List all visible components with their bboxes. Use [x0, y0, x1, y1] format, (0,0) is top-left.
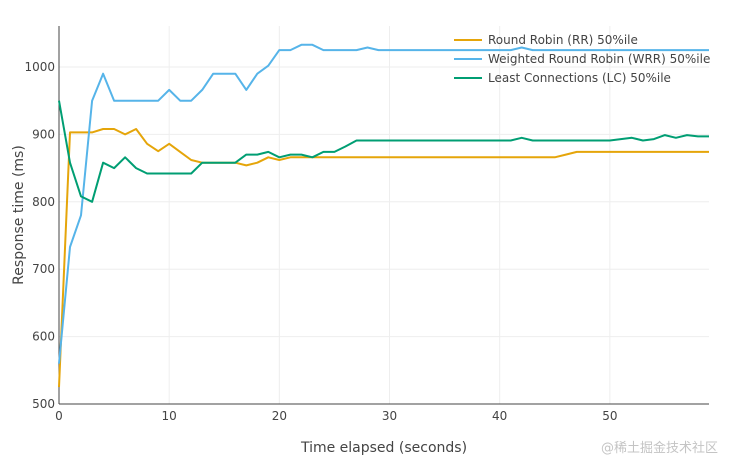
legend-label: Least Connections (LC) 50%ile — [488, 71, 671, 85]
legend-label: Round Robin (RR) 50%ile — [488, 33, 638, 47]
legend-item-2[interactable]: Weighted Round Robin (WRR) 50%ile — [454, 52, 710, 66]
x-tick-label: 10 — [162, 409, 177, 423]
series-line-2 — [58, 43, 709, 364]
x-axis-title: Time elapsed (seconds) — [300, 440, 467, 456]
y-tick-label: 900 — [32, 127, 55, 141]
legend-item-3[interactable]: Least Connections (LC) 50%ile — [454, 71, 671, 85]
legend-item-1[interactable]: Round Robin (RR) 50%ile — [454, 33, 638, 47]
series-lines — [58, 43, 709, 388]
axes: 0 10 20 30 40 50 500 600 700 800 900 1000 — [24, 26, 709, 423]
x-tick-label: 0 — [55, 409, 63, 423]
y-tick-label: 800 — [32, 195, 55, 209]
series-line-1 — [58, 128, 709, 388]
x-tick-label: 40 — [492, 409, 507, 423]
y-tick-label: 1000 — [24, 60, 55, 74]
legend-label: Weighted Round Robin (WRR) 50%ile — [488, 52, 710, 66]
legend[interactable]: Round Robin (RR) 50%ile Weighted Round Ro… — [454, 33, 710, 85]
x-tick-label: 30 — [382, 409, 397, 423]
y-tick-label: 600 — [32, 330, 55, 344]
watermark: @稀土掘金技术社区 — [600, 441, 718, 456]
y-tick-label: 700 — [32, 262, 55, 276]
x-tick-label: 50 — [602, 409, 617, 423]
series-line-3 — [58, 100, 709, 203]
y-axis-title: Response time (ms) — [11, 145, 27, 285]
y-tick-label: 500 — [32, 397, 55, 411]
grid — [59, 26, 709, 404]
x-tick-label: 20 — [272, 409, 287, 423]
